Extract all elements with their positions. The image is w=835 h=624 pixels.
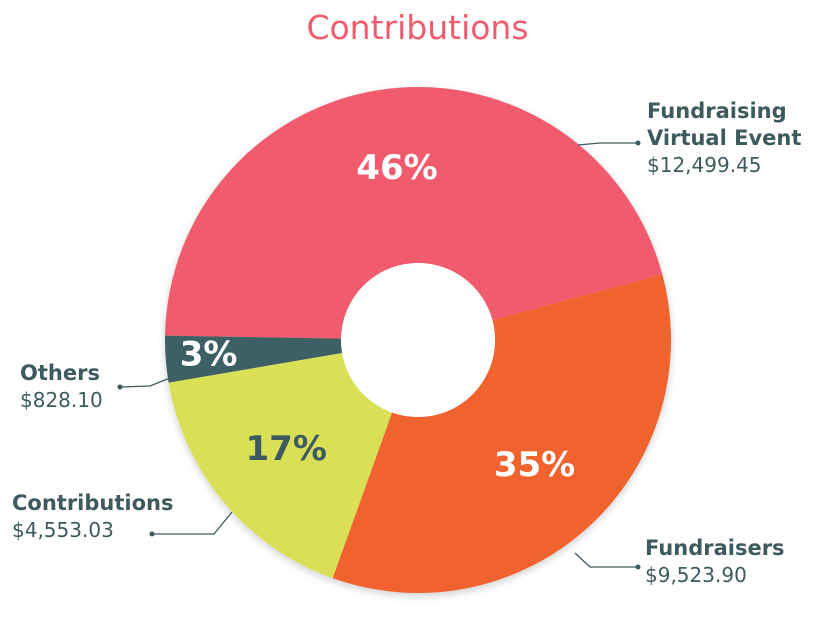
leader-line xyxy=(152,511,233,535)
donut-hole xyxy=(341,263,495,417)
percent-label: 3% xyxy=(180,334,238,374)
amount-label: $4,553.03 xyxy=(12,518,114,542)
amount-label: $12,499.45 xyxy=(647,153,762,177)
amount-label: $828.10 xyxy=(20,388,103,412)
category-label: Fundraisers xyxy=(645,536,785,560)
callout: Others $828.10 xyxy=(20,360,103,413)
callout: Fundraising Virtual Event $12,499.45 xyxy=(647,98,827,178)
leader-line xyxy=(574,552,638,568)
leader-line xyxy=(119,377,171,388)
slice xyxy=(168,352,393,579)
category-label: Fundraising Virtual Event xyxy=(647,99,802,150)
callout: Contributions $4,553.03 xyxy=(12,490,173,543)
category-label: Others xyxy=(20,361,100,385)
percent-label: 17% xyxy=(246,429,327,469)
leader-dot xyxy=(149,531,155,537)
leader-line xyxy=(577,142,638,146)
slice xyxy=(332,274,671,594)
category-label: Contributions xyxy=(12,491,174,515)
leader-dot xyxy=(117,384,123,390)
percent-label: 46% xyxy=(356,148,437,188)
chart-title: Contributions xyxy=(306,8,529,47)
leader-dot xyxy=(635,140,641,146)
amount-label: $9,523.90 xyxy=(645,563,747,587)
slice xyxy=(165,86,663,339)
slice xyxy=(165,335,343,383)
leader-dot xyxy=(635,564,641,570)
percent-label: 35% xyxy=(494,445,575,485)
callout: Fundraisers $9,523.90 xyxy=(645,535,785,588)
